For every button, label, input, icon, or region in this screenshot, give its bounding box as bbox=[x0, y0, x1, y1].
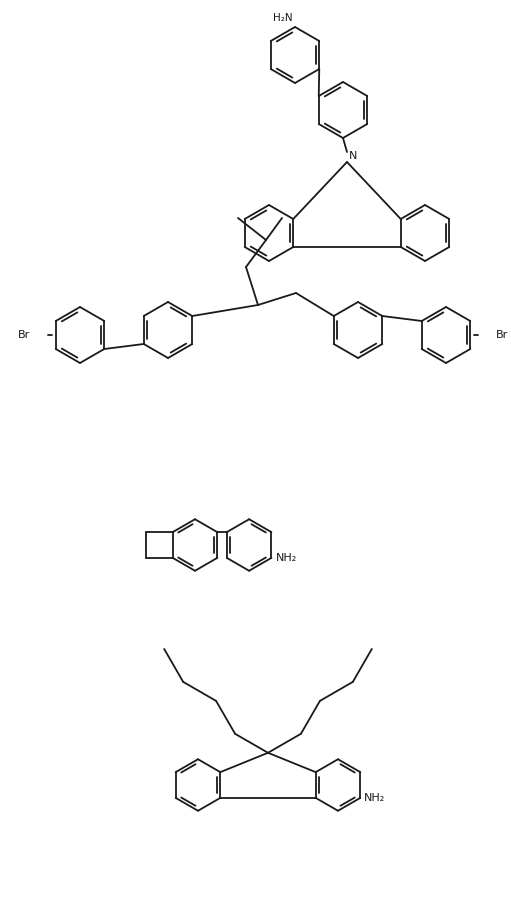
Text: NH₂: NH₂ bbox=[275, 553, 297, 562]
Text: H₂N: H₂N bbox=[273, 13, 293, 23]
Text: Br: Br bbox=[496, 330, 508, 340]
Text: N: N bbox=[349, 151, 357, 161]
Text: NH₂: NH₂ bbox=[364, 793, 386, 803]
Text: Br: Br bbox=[18, 330, 30, 340]
